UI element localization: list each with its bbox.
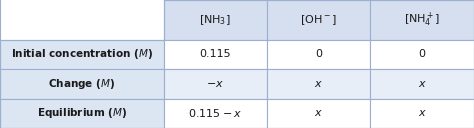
- Text: $x$: $x$: [418, 79, 427, 89]
- Text: $0.115 - x$: $0.115 - x$: [188, 107, 242, 119]
- Bar: [370, 99, 474, 128]
- Bar: [267, 0, 370, 40]
- Bar: [370, 0, 474, 40]
- Bar: [0, 0, 164, 40]
- Bar: [267, 40, 370, 69]
- Bar: [164, 40, 267, 69]
- Text: [OH$^-$]: [OH$^-$]: [300, 13, 337, 27]
- Text: Initial concentration ($\mathit{M}$): Initial concentration ($\mathit{M}$): [11, 47, 153, 61]
- Bar: [164, 0, 267, 40]
- Bar: [0, 40, 164, 69]
- Bar: [370, 40, 474, 69]
- Text: Equilibrium ($\mathit{M}$): Equilibrium ($\mathit{M}$): [37, 106, 127, 120]
- Bar: [164, 69, 267, 99]
- Text: $x$: $x$: [418, 108, 427, 118]
- Text: 0: 0: [419, 49, 426, 59]
- Text: $x$: $x$: [314, 108, 323, 118]
- Text: Change ($\mathit{M}$): Change ($\mathit{M}$): [48, 77, 115, 91]
- Bar: [0, 99, 164, 128]
- Text: $x$: $x$: [314, 79, 323, 89]
- Bar: [370, 69, 474, 99]
- Bar: [164, 99, 267, 128]
- Text: [NH$_4^+$]: [NH$_4^+$]: [404, 11, 440, 29]
- Bar: [267, 69, 370, 99]
- Text: 0.115: 0.115: [200, 49, 231, 59]
- Text: [NH$_3$]: [NH$_3$]: [200, 13, 231, 27]
- Text: 0: 0: [315, 49, 322, 59]
- Bar: [0, 69, 164, 99]
- Bar: [267, 99, 370, 128]
- Text: $-x$: $-x$: [206, 79, 224, 89]
